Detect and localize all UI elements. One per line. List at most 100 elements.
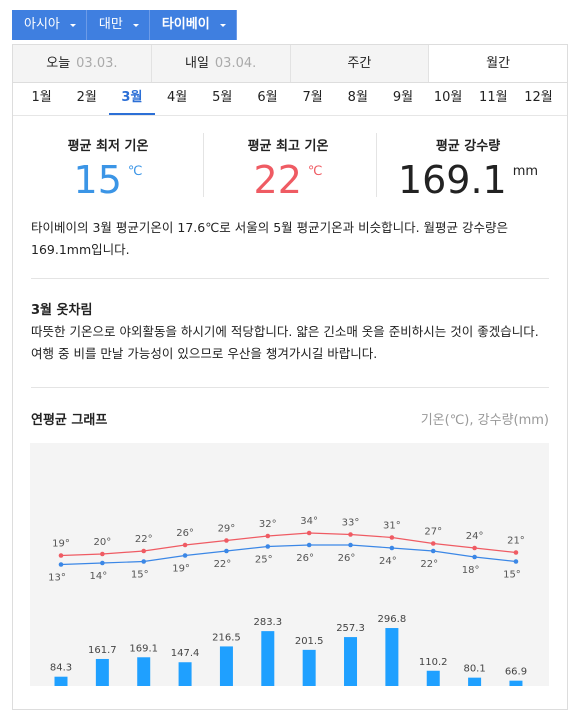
point-label: 34° [300, 516, 318, 527]
point [141, 548, 147, 554]
panel: 오늘 03.03. 내일 03.04. 주간 월간 1월 2월 3월 4월 5월 6월 7월 8월 9월 1… [12, 44, 568, 710]
line [60, 544, 517, 566]
tab[interactable]: 오늘 03.03. [13, 45, 152, 82]
month-tab[interactable]: 8월 [347, 90, 368, 105]
stat-unit: ℃ [307, 164, 323, 179]
tabs: 오늘 03.03. 내일 03.04. 주간 월간 [13, 45, 567, 83]
month-tab[interactable]: 2월 [76, 90, 97, 105]
point [348, 532, 353, 537]
month-tab[interactable]: 1월 [31, 90, 52, 105]
bar [95, 658, 109, 686]
chart-bg [30, 443, 549, 686]
month-tab[interactable]: 4월 [166, 90, 188, 105]
point [182, 542, 188, 548]
stat-label: 평균 최고 기온 [247, 139, 329, 154]
month-tabs: 1월 2월 3월 4월 5월 6월 7월 8월 9월 10월 11월 12월 [13, 83, 567, 116]
bar [302, 649, 316, 686]
tab-date: 03.04. [214, 56, 257, 71]
point [265, 544, 271, 549]
month-tab[interactable]: 10월 [433, 90, 463, 105]
stat: 평균 최고 기온 22 ℃ [198, 135, 378, 202]
point [58, 553, 64, 558]
month-tab[interactable]: 6월 [257, 90, 278, 105]
point-label: 24° [466, 531, 484, 542]
stat-label: 평균 강수량 [435, 139, 501, 154]
point [182, 553, 188, 558]
point [430, 541, 436, 546]
chart-title: 연평균 그래프 [31, 413, 108, 428]
stat-number: 22 [253, 158, 302, 202]
point [141, 559, 147, 564]
point [306, 542, 312, 548]
point-label: 22° [420, 559, 438, 570]
bar-label: 201.5 [295, 636, 324, 647]
bar-label: 169.1 [129, 643, 158, 654]
bar [137, 657, 151, 686]
point-label: 26° [296, 553, 314, 564]
month-tab[interactable]: 5월 [212, 90, 233, 105]
bar-label: 66.9 [505, 667, 527, 678]
point-label: 29° [218, 524, 236, 535]
month-tab[interactable]: 12월 [524, 90, 553, 105]
point [513, 559, 519, 564]
stat-label: 평균 최저 기온 [67, 139, 149, 154]
point-label: 26° [338, 553, 356, 564]
point-label: 33° [342, 518, 360, 529]
point-label: 13° [48, 573, 66, 584]
point [58, 562, 64, 567]
bar-label: 283.3 [253, 617, 282, 628]
point-label: 15° [131, 570, 149, 581]
tab-date: 03.03. [76, 56, 118, 71]
point-label: 21° [507, 536, 525, 547]
point [430, 548, 436, 554]
divider [31, 387, 549, 388]
point [306, 530, 312, 536]
point-label: 22° [214, 559, 232, 570]
stat-number: 169.1 [397, 158, 507, 202]
month-tab[interactable]: 11월 [479, 90, 508, 105]
bar [426, 670, 440, 686]
tab[interactable]: 주간 [290, 45, 430, 82]
stat-value: 15 ℃ [18, 158, 198, 202]
point [389, 535, 395, 540]
bar [219, 646, 233, 686]
point [224, 548, 229, 554]
point-label: 24° [379, 556, 397, 567]
month-tab[interactable]: 7월 [302, 90, 323, 105]
tab[interactable]: 월간 [429, 45, 567, 82]
point [100, 560, 105, 566]
tab[interactable]: 내일 03.04. [151, 45, 291, 82]
point [513, 550, 519, 555]
bar [54, 676, 68, 686]
point-label: 32° [259, 519, 277, 530]
point-label: 27° [424, 527, 442, 538]
month-tab[interactable]: 9월 [392, 90, 414, 105]
point [224, 538, 229, 543]
bar [468, 677, 482, 686]
breadcrumb-item[interactable]: 대만 [87, 10, 150, 40]
breadcrumb-item[interactable]: 타이베이 [150, 10, 237, 40]
section-title: 3월 옷차림 [31, 303, 93, 318]
line [60, 532, 517, 557]
point-label: 26° [176, 528, 194, 539]
bar-label: 84.3 [50, 663, 72, 674]
divider [203, 133, 204, 197]
stat-value: 169.1 mm [378, 158, 558, 202]
bar-label: 110.2 [419, 657, 448, 668]
bar [344, 637, 358, 686]
bar-label: 147.4 [171, 648, 200, 659]
month-tab[interactable]: 3월 [109, 83, 155, 115]
bar-label: 257.3 [336, 623, 365, 634]
point-label: 19° [52, 539, 70, 550]
divider [31, 278, 549, 279]
bar-label: 216.5 [212, 632, 241, 643]
chart: 1월2월3월4월5월6월7월8월9월10월11월12월19°20°22°26°2… [30, 443, 549, 686]
stat: 평균 최저 기온 15 ℃ [18, 135, 198, 202]
breadcrumb-item[interactable]: 아시아 [12, 10, 87, 40]
clothing-text: 따뜻한 기온으로 야외활동을 하시기에 적당합니다. 얇은 긴소매 옷을 준비하… [31, 324, 539, 361]
stat-value: 22 ℃ [198, 158, 378, 202]
chart-subtitle: 기온(℃), 강수량(mm) [420, 413, 549, 428]
point [100, 551, 105, 557]
point [472, 545, 477, 551]
